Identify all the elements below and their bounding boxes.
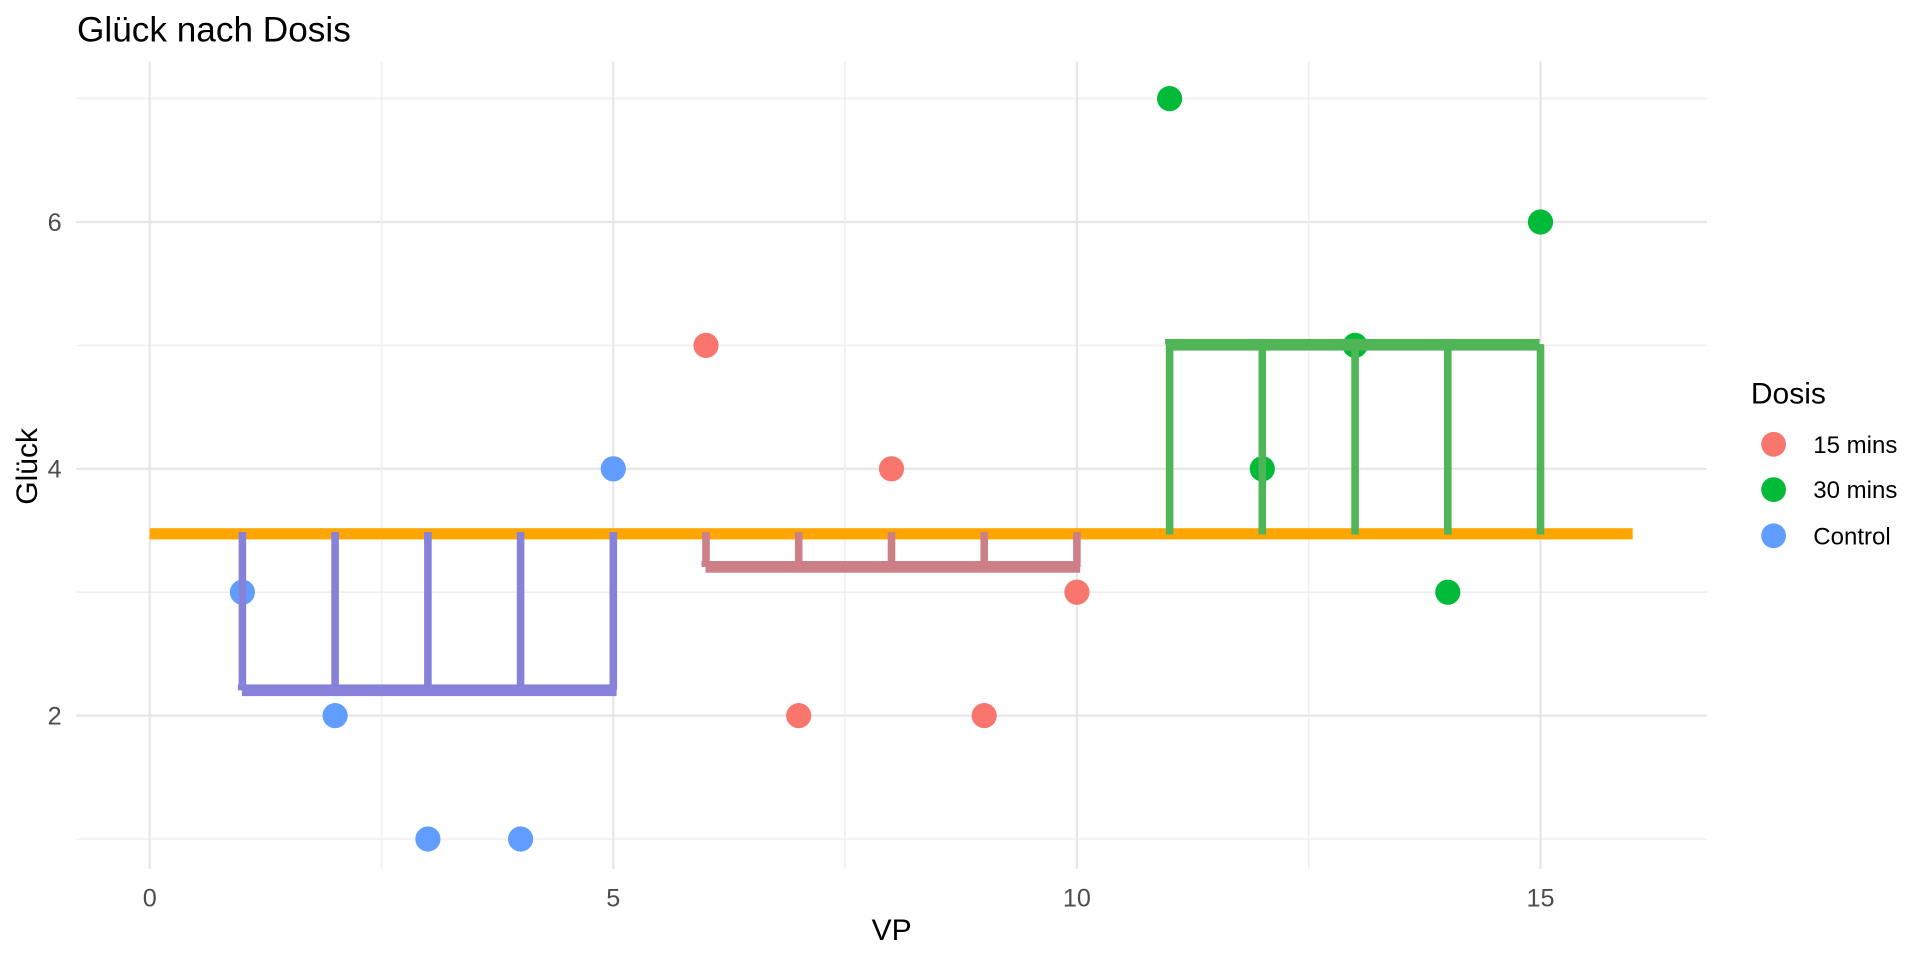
svg-text:0: 0 [143, 884, 157, 912]
svg-text:6: 6 [48, 209, 62, 237]
svg-text:10: 10 [1063, 884, 1091, 912]
svg-text:30 mins: 30 mins [1813, 477, 1897, 504]
svg-text:15 mins: 15 mins [1813, 432, 1897, 459]
svg-text:4: 4 [48, 456, 62, 484]
svg-text:Glück nach Dosis: Glück nach Dosis [77, 11, 351, 50]
svg-text:2: 2 [48, 703, 62, 731]
svg-text:Dosis: Dosis [1751, 377, 1826, 410]
svg-text:VP: VP [872, 914, 912, 947]
svg-text:15: 15 [1526, 884, 1554, 912]
svg-text:Glück: Glück [11, 427, 44, 505]
svg-text:Control: Control [1813, 523, 1890, 550]
svg-text:5: 5 [606, 884, 620, 912]
